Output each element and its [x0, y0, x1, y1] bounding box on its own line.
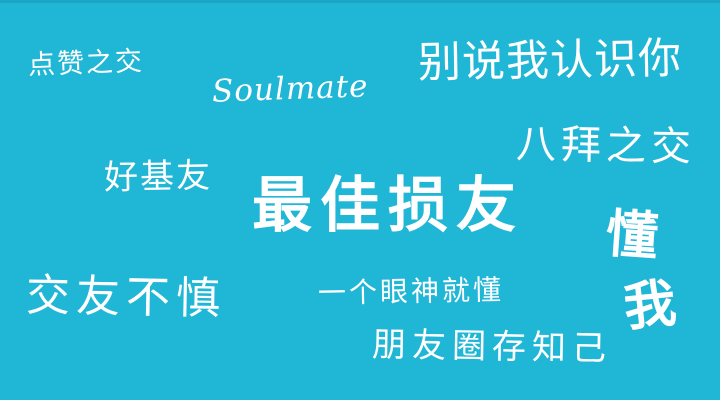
word-bai-zhijiao: 八拜之交: [515, 121, 697, 171]
word-bieshuo: 别说我认识你: [417, 33, 683, 89]
word-yige-yanshen: 一个眼神就懂: [317, 273, 505, 310]
word-zuijia-sunyou: 最佳损友: [252, 171, 524, 241]
top-edge-line: [0, 0, 720, 3]
word-dong: 懂: [603, 204, 661, 268]
word-pengyouquan: 朋友圈存知己: [371, 324, 613, 370]
word-haojiyou: 好基友: [103, 156, 213, 198]
word-soulmate: Soulmate: [211, 68, 370, 110]
word-wo: 我: [621, 273, 680, 339]
word-jiaoyou-bushen: 交友不慎: [25, 270, 227, 325]
word-dianzan-zhijiao: 点赞之交: [27, 45, 145, 82]
